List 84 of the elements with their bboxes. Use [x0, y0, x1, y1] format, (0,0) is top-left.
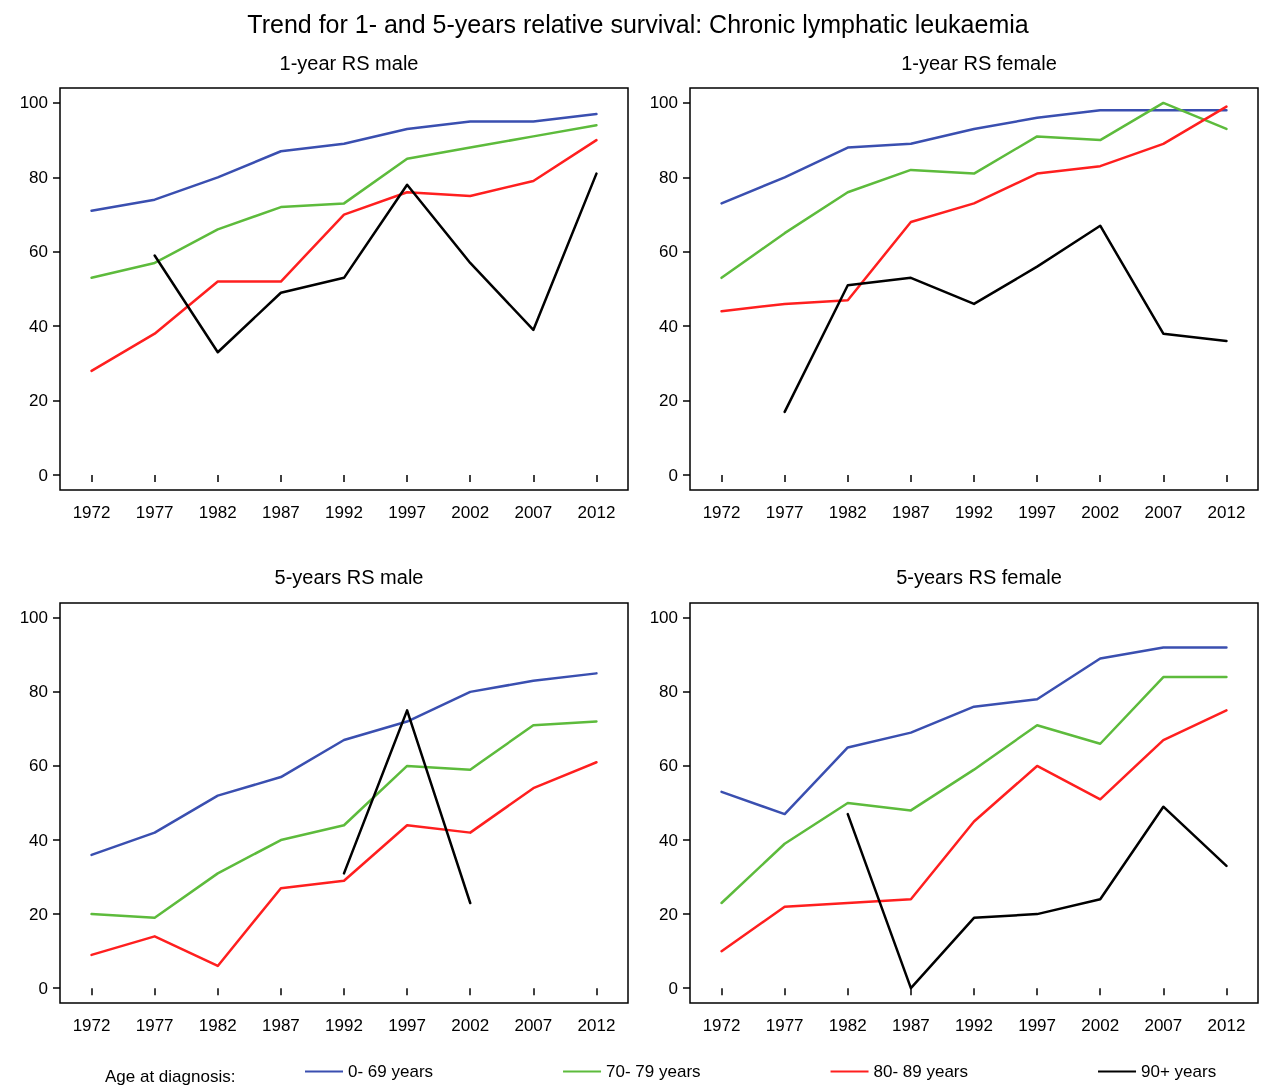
x-tick-label: 1987 — [261, 1016, 300, 1035]
chart-title: Trend for 1- and 5-years relative survival: Chronic lymphatic leukaemia — [247, 9, 1029, 38]
y-tick-label: 100 — [649, 93, 678, 113]
line-series — [720, 646, 1228, 816]
x-tick-label: 1982 — [198, 503, 237, 522]
y-tick-label: 0 — [38, 465, 48, 485]
x-tick-label: 1982 — [198, 1016, 237, 1035]
y-tick-label: 20 — [659, 904, 678, 924]
line-series — [153, 172, 598, 354]
x-tick-label: 2007 — [1144, 1016, 1183, 1035]
y-tick-label: 60 — [29, 756, 48, 776]
y-tick-label: 80 — [659, 682, 678, 702]
y-tick-label: 100 — [19, 608, 48, 628]
x-tick-label: 1972 — [72, 503, 111, 522]
x-tick-label: 2007 — [1144, 503, 1183, 522]
y-tick-label: 100 — [649, 608, 678, 628]
x-tick-label: 2002 — [451, 1016, 490, 1035]
chart-title: 5-years RS male — [274, 566, 424, 588]
y-tick-label: 20 — [659, 391, 678, 411]
y-tick-label: 60 — [29, 242, 48, 262]
legend-label: 80- 89 years — [873, 1062, 969, 1081]
y-tick-label: 20 — [29, 391, 48, 411]
x-tick-label: 1997 — [1018, 503, 1057, 522]
line-series — [720, 675, 1228, 905]
x-tick-label: 1987 — [891, 1016, 930, 1035]
line-series — [90, 720, 598, 920]
line-series — [720, 101, 1228, 280]
line-series — [720, 709, 1228, 953]
line-series — [90, 138, 598, 373]
chart-subtitle: 1-year RS male — [279, 52, 419, 74]
y-tick-label: 60 — [659, 756, 678, 776]
y-tick-label: 40 — [659, 316, 678, 336]
y-tick-label: 80 — [659, 167, 678, 187]
x-tick-label: 2007 — [514, 1016, 553, 1035]
x-tick-label: 2012 — [1207, 503, 1246, 522]
line-series — [720, 109, 1228, 205]
line-series — [90, 123, 598, 280]
line-series — [90, 761, 598, 968]
y-tick-label: 0 — [38, 978, 48, 998]
x-tick-label: 1997 — [388, 1016, 427, 1035]
x-tick-label: 2012 — [577, 503, 616, 522]
legend-title: Age at diagnosis: — [105, 1067, 236, 1086]
y-tick-label: 40 — [29, 830, 48, 850]
line-series — [90, 672, 598, 857]
line-series — [783, 224, 1228, 414]
y-tick-label: 0 — [668, 465, 678, 485]
x-tick-label: 1982 — [828, 503, 867, 522]
x-tick-label: 1992 — [325, 1016, 363, 1035]
y-tick-label: 40 — [29, 316, 48, 336]
y-tick-label: 100 — [19, 93, 48, 113]
y-tick-label: 0 — [668, 978, 678, 998]
x-tick-label: 1982 — [828, 1016, 867, 1035]
x-tick-label: 1987 — [261, 503, 300, 522]
x-tick-label: 1992 — [955, 1016, 993, 1035]
line-series — [720, 105, 1228, 313]
chart-title: 5-years RS female — [896, 566, 1062, 588]
y-tick-label: 80 — [29, 167, 48, 187]
legend-label: 0- 69 years — [348, 1062, 434, 1081]
legend-label: 90+ years — [1141, 1062, 1217, 1081]
x-tick-label: 2007 — [514, 503, 553, 522]
x-tick-label: 1992 — [955, 503, 993, 522]
x-tick-label: 2012 — [577, 1016, 616, 1035]
x-tick-label: 1972 — [72, 1016, 111, 1035]
x-tick-label: 1992 — [325, 503, 363, 522]
chart-title: 1-year RS female — [901, 52, 1057, 74]
y-tick-label: 20 — [29, 904, 48, 924]
x-tick-label: 2002 — [451, 503, 490, 522]
x-tick-label: 1987 — [891, 503, 930, 522]
y-tick-label: 80 — [29, 682, 48, 702]
x-tick-label: 1997 — [388, 503, 427, 522]
x-tick-label: 1977 — [765, 503, 804, 522]
line-series — [90, 112, 598, 213]
x-tick-label: 1972 — [702, 1016, 741, 1035]
x-tick-label: 2012 — [1207, 1016, 1246, 1035]
x-tick-label: 1997 — [1018, 1016, 1057, 1035]
x-tick-label: 1977 — [135, 1016, 174, 1035]
x-tick-label: 1977 — [765, 1016, 804, 1035]
y-tick-label: 60 — [659, 242, 678, 262]
x-tick-label: 1977 — [135, 503, 174, 522]
x-tick-label: 1972 — [702, 503, 741, 522]
y-tick-label: 40 — [659, 830, 678, 850]
x-tick-label: 2002 — [1081, 1016, 1120, 1035]
x-tick-label: 2002 — [1081, 503, 1120, 522]
legend-label: 70- 79 years — [606, 1062, 701, 1081]
